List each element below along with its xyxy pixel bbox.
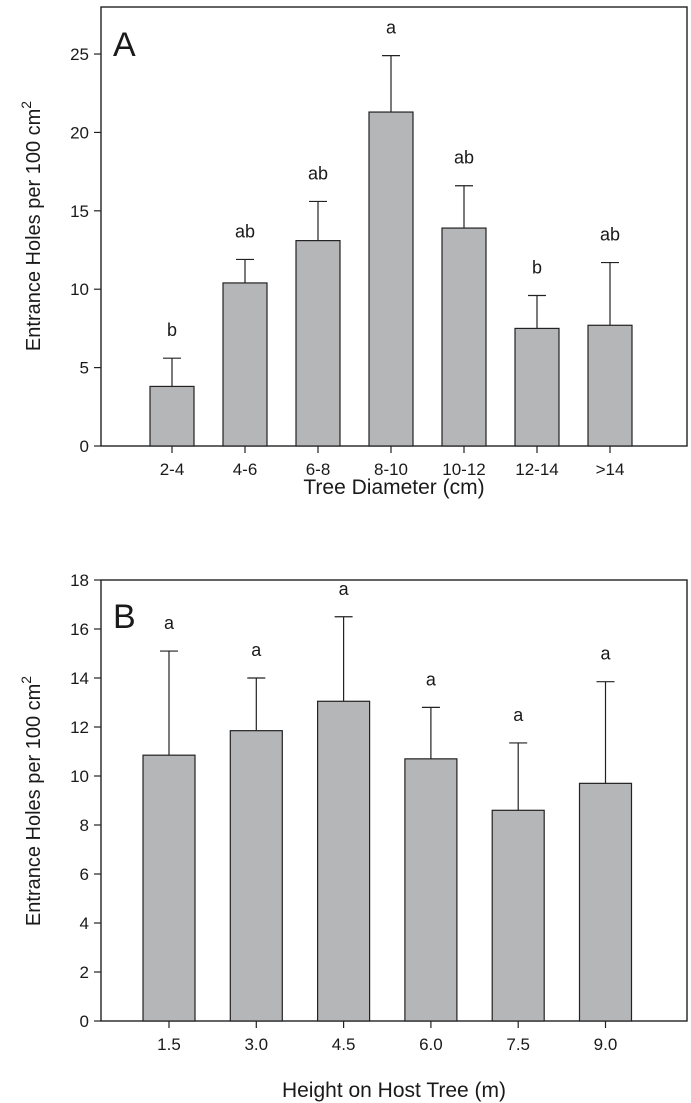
panel-b-xtick-label: 1.5 (157, 1035, 181, 1054)
panel-a-bar (295, 240, 341, 447)
panel-b-ytick-label: 14 (70, 669, 89, 688)
panel-b-xtick-label: 7.5 (506, 1035, 530, 1054)
panel-a-xtick-label: 4-6 (233, 460, 258, 479)
panel-b-ytick-label: 0 (80, 1012, 89, 1031)
panel-a-bar (222, 282, 268, 447)
panel-a-panel-label: A (113, 26, 136, 64)
panel-a-significance-letter: b (532, 257, 542, 277)
panel-a-bar (149, 385, 195, 447)
panel-a-chart: 0 5 10 15 20 25 2-4 b 4-6 ab 6-8 ab 8-10 a 10-12 ab 12-1… (18, 6, 688, 499)
panel-a-xtick-label: >14 (596, 460, 625, 479)
panel-b-bar (142, 754, 196, 1022)
panel-a-xtick-label: 6-8 (306, 460, 331, 479)
panel-a-significance-letter: ab (454, 148, 474, 168)
panel-b-x-axis-label: Height on Host Tree (m) (282, 1079, 506, 1102)
panel-b-panel-label: B (113, 598, 136, 636)
panel-b-ytick-label: 4 (80, 914, 89, 933)
panel-b-bar (229, 730, 283, 1022)
panel-a-ytick-label: 0 (80, 437, 89, 456)
panel-a-xtick-label: 2-4 (160, 460, 185, 479)
panel-b-ytick-label: 2 (80, 963, 89, 982)
panel-a-xtick-label: 8-10 (374, 460, 408, 479)
panel-b-xtick-label: 9.0 (594, 1035, 618, 1054)
panel-b-y-axis-label: Entrance Holes per 100 cm2 (18, 676, 45, 926)
panel-b-xtick-label: 6.0 (419, 1035, 443, 1054)
panel-a-xtick-label: 10-12 (442, 460, 485, 479)
panel-a-bar (441, 227, 487, 447)
panel-b-chart: 0 2 4 6 8 10 12 14 16 18 1.5 a 3.0 a 4.5 a 6.0 a 7.5 a 9.0 a B… (18, 571, 688, 1102)
panel-a-y-axis-label: Entrance Holes per 100 cm2 (18, 101, 45, 351)
panel-b-y-axis-label-superscript: 2 (18, 676, 34, 684)
panel-a-bar (587, 324, 633, 447)
panel-a-bar (368, 111, 414, 447)
panel-b-xtick-label: 4.5 (332, 1035, 356, 1054)
panel-b-significance-letter: a (164, 613, 175, 633)
panel-b-bar (404, 758, 458, 1022)
panel-b-y-axis-label-text: Entrance Holes per 100 cm (23, 684, 45, 926)
panel-b-significance-letter: a (513, 705, 524, 725)
panel-b-ytick-label: 16 (70, 620, 89, 639)
panel-a-ytick-label: 20 (70, 123, 89, 142)
panel-b-plot-frame (100, 579, 688, 1022)
panel-b-ytick-label: 18 (70, 571, 89, 590)
panel-b-bar (491, 809, 545, 1022)
panel-a-y-axis-label-superscript: 2 (18, 101, 34, 109)
panel-a-bar (514, 327, 560, 447)
panel-b-bar (578, 782, 633, 1022)
panel-b-significance-letter: a (339, 579, 350, 599)
panel-a-significance-letter: ab (308, 163, 328, 183)
panel-a-significance-letter: ab (600, 225, 620, 245)
panel-a-ytick-label: 5 (80, 359, 89, 378)
panel-a-xtick-label: 12-14 (515, 460, 558, 479)
panel-b-ytick-label: 12 (70, 718, 89, 737)
panel-b-significance-letter: a (251, 640, 262, 660)
panel-a-ytick-label: 15 (70, 202, 89, 221)
panel-a-x-axis-label: Tree Diameter (cm) (303, 476, 484, 499)
panel-b-ytick-label: 6 (80, 865, 89, 884)
panel-b-significance-letter: a (426, 669, 437, 689)
panel-b-xtick-label: 3.0 (244, 1035, 268, 1054)
panel-a-significance-letter: b (167, 320, 177, 340)
panel-a-significance-letter: ab (235, 221, 255, 241)
panel-a-ytick-label: 10 (70, 280, 89, 299)
panel-a-significance-letter: a (386, 18, 397, 38)
panel-b-significance-letter: a (600, 644, 611, 664)
panel-b-ytick-label: 8 (80, 816, 89, 835)
panel-a-ytick-label: 25 (70, 45, 89, 64)
panel-a-y-axis-label-text: Entrance Holes per 100 cm (23, 109, 45, 351)
panel-b-ytick-label: 10 (70, 767, 89, 786)
panel-b-bar (317, 700, 371, 1022)
